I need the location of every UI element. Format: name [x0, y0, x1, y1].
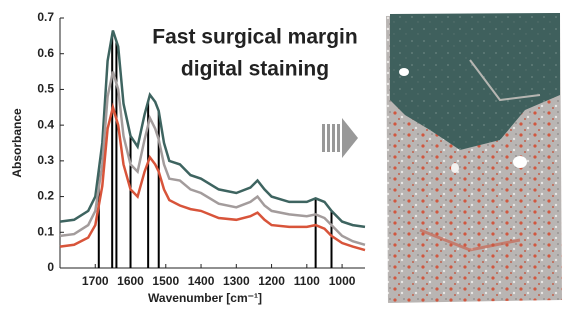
x-tick-label: 1000 [329, 274, 356, 288]
y-axis-label: Absorbance [10, 108, 24, 178]
annotation: digital staining [181, 58, 329, 81]
figure: Fast surgical margin digital staining Wa… [0, 0, 573, 310]
x-tick-label: 1300 [223, 274, 250, 288]
tissue-image [386, 13, 562, 303]
y-tick-label: 0.4 [37, 117, 54, 131]
y-tick-label: 0 [47, 260, 54, 274]
annotation: Fast surgical margin [152, 26, 357, 49]
y-tick-label: 0.3 [37, 153, 54, 167]
x-tick-label: 1400 [188, 274, 215, 288]
x-axis-label: Wavenumber [cm⁻¹] [148, 291, 262, 305]
x-tick-label: 1200 [258, 274, 285, 288]
x-tick-label: 1700 [82, 274, 109, 288]
x-tick-label: 1100 [294, 274, 320, 288]
x-tick-label: 1600 [117, 274, 144, 288]
y-tick-label: 0.5 [37, 82, 54, 96]
y-tick-label: 0.6 [37, 46, 54, 60]
y-tick-label: 0.1 [37, 224, 54, 238]
x-tick-label: 1500 [152, 274, 179, 288]
y-tick-label: 0.7 [37, 10, 54, 24]
y-tick-label: 0.2 [37, 189, 54, 203]
arrow-icon [322, 118, 358, 158]
